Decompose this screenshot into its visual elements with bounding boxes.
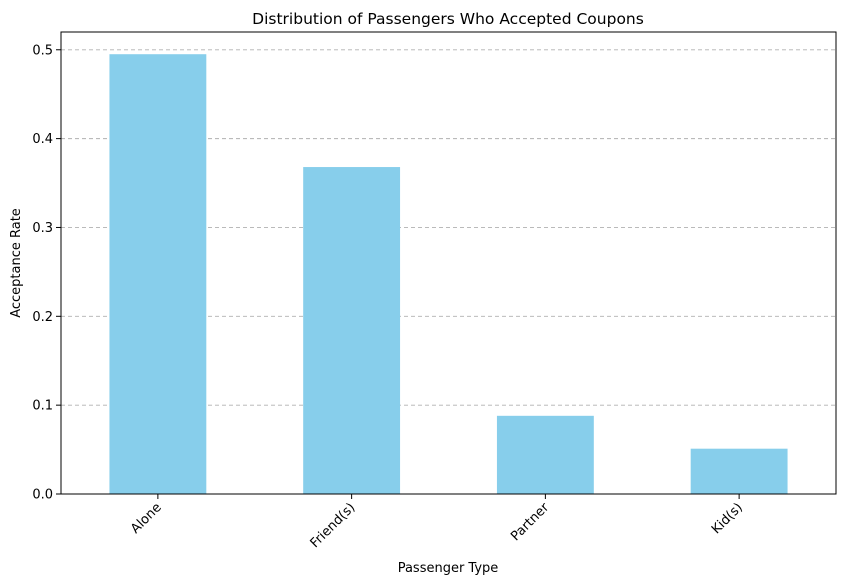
- y-tick-label: 0.0: [32, 488, 53, 503]
- y-tick-label: 0.4: [32, 132, 53, 147]
- y-axis-label: Acceptance Rate: [9, 208, 24, 318]
- bar-friend-s: [303, 167, 401, 495]
- x-tick-label: Kid(s): [709, 500, 746, 537]
- x-axis-label: Passenger Type: [398, 561, 499, 576]
- bar-partner: [496, 415, 594, 494]
- y-axis-ticks: 0.0 0.1 0.2 0.3 0.4 0.5: [32, 43, 61, 503]
- x-tick-label: Friend(s): [308, 500, 359, 551]
- x-axis-ticks: Alone Friend(s) Partner Kid(s): [128, 494, 746, 551]
- x-tick-label: Alone: [128, 500, 165, 537]
- plot-frame: [60, 31, 837, 495]
- x-tick-label: Partner: [508, 500, 552, 544]
- y-tick-label: 0.3: [32, 221, 53, 236]
- bars: [109, 54, 788, 495]
- y-tick-label: 0.2: [32, 310, 53, 325]
- bar-alone: [109, 54, 207, 494]
- chart-title: Distribution of Passengers Who Accepted …: [252, 10, 644, 28]
- y-tick-label: 0.5: [32, 43, 53, 58]
- y-tick-label: 0.1: [32, 399, 53, 414]
- bar-kid-s: [690, 448, 788, 494]
